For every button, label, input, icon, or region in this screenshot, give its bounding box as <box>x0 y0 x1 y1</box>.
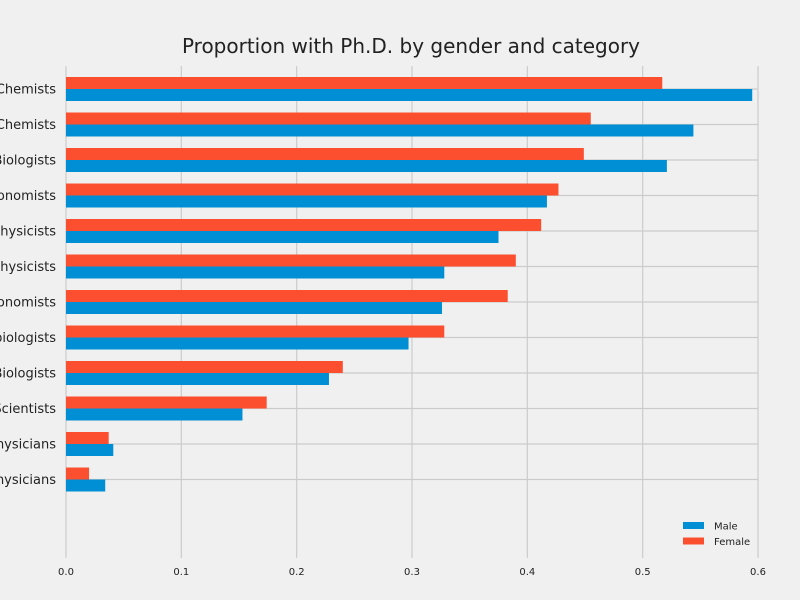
bars <box>66 77 753 492</box>
bar-male <box>66 160 667 172</box>
category-label: Biologists <box>0 367 56 382</box>
bar-male <box>66 89 753 101</box>
category-label: biologists <box>0 331 56 346</box>
x-tick-label: 0.5 <box>635 567 651 578</box>
bar-female <box>66 219 542 231</box>
category-label: Chemists <box>0 83 56 98</box>
bar-female <box>66 112 591 125</box>
legend-swatch-male <box>683 522 704 529</box>
bar-male <box>66 337 409 350</box>
category-label: onomists <box>0 296 56 311</box>
bar-male <box>66 373 329 385</box>
bar-male <box>66 408 243 421</box>
bar-female <box>66 325 445 338</box>
x-tick-label: 0.2 <box>289 567 305 578</box>
bar-male <box>66 266 445 279</box>
legend-swatch-female <box>683 537 704 545</box>
bar-female <box>66 77 663 89</box>
x-tick-label: 0.3 <box>404 567 420 578</box>
x-tick-label: 0.1 <box>173 567 189 578</box>
bar-male <box>66 231 499 243</box>
category-label: Chemists <box>0 118 56 133</box>
bar-female <box>66 254 516 267</box>
bar-female <box>66 148 584 160</box>
category-label: Biologists <box>0 154 56 169</box>
bar-female <box>66 467 90 480</box>
x-axis-ticks: 0.0 0.1 0.2 0.3 0.4 0.5 0.6 <box>58 567 766 578</box>
bar-male <box>66 195 547 208</box>
category-label: Physicists <box>0 260 56 275</box>
category-label: hysicians <box>0 473 56 488</box>
bar-female <box>66 396 267 409</box>
bar-male <box>66 479 106 492</box>
bar-female <box>66 361 343 373</box>
legend-label-female: Female <box>714 537 750 548</box>
category-label: onomists <box>0 189 56 204</box>
chart-title: Proportion with Ph.D. by gender and cate… <box>182 34 640 58</box>
category-label: Physicists <box>0 225 56 240</box>
legend: Male Female <box>683 522 750 548</box>
x-tick-label: 0.4 <box>519 567 535 578</box>
category-labels: Chemists Chemists Biologists onomists Physic… <box>0 83 56 489</box>
bar-male <box>66 124 694 137</box>
bar-female <box>66 183 559 196</box>
legend-label-male: Male <box>714 522 738 533</box>
bar-male <box>66 302 442 314</box>
category-label: hysicians <box>0 438 56 453</box>
x-tick-label: 0.6 <box>750 567 766 578</box>
category-label: Scientists <box>0 402 56 417</box>
bar-female <box>66 290 508 302</box>
bar-male <box>66 444 114 456</box>
bar-female <box>66 432 109 444</box>
x-tick-label: 0.0 <box>58 567 74 578</box>
